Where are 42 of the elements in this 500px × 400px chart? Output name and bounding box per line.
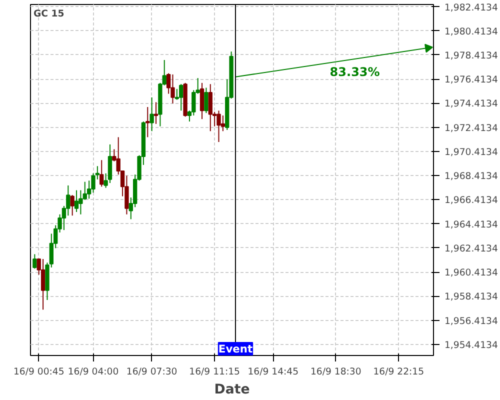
- ref-line-label: Event: [218, 342, 253, 356]
- y-tick-label: 1,970.4134: [444, 146, 498, 158]
- x-tick-label: 16/9 11:15: [189, 366, 240, 378]
- candlestick: [146, 106, 150, 138]
- candlestick: [208, 84, 212, 132]
- candlestick: [154, 102, 158, 124]
- candlestick: [32, 254, 37, 270]
- x-tick-label: 16/9 18:30: [310, 366, 362, 378]
- y-tick-label: 1,964.4134: [444, 219, 498, 230]
- x-tick-label: 16/9 00:45: [13, 366, 64, 378]
- y-tick-label: 1,962.4134: [444, 243, 498, 254]
- candlestick: [108, 144, 112, 184]
- candlestick: [40, 258, 46, 310]
- candlestick: [179, 84, 184, 112]
- candlestick: [150, 96, 154, 132]
- y-tick-label: 1,972.4134: [444, 122, 498, 134]
- x-tick-label: 16/9 14:45: [248, 366, 299, 378]
- y-tick-label: 1,958.4134: [444, 292, 498, 303]
- candlestick: [74, 190, 79, 212]
- x-tick-label: 16/9 07:30: [126, 366, 178, 378]
- y-tick-label: 1,982.4134: [444, 2, 498, 14]
- y-tick-label: 1,980.4134: [444, 26, 498, 38]
- text: GC 15: [34, 8, 64, 20]
- candlestick: [216, 110, 221, 143]
- candlestick: [100, 160, 104, 188]
- y-tick-label: 1,976.4134: [444, 74, 498, 86]
- candlestick: [82, 181, 87, 200]
- y-tick-label: 1,956.4134: [444, 316, 498, 327]
- y-tick-label: 1,954.4134: [444, 340, 498, 351]
- y-tick-label: 1,960.4134: [444, 268, 498, 279]
- y-tick-label: 1,974.4134: [444, 98, 498, 110]
- y-tick-label: 1,966.4134: [444, 195, 498, 206]
- candlestick: [170, 74, 175, 104]
- candlestick: [200, 82, 204, 120]
- x-axis-title: Date: [214, 382, 250, 398]
- annotation: 83.33%: [330, 64, 380, 79]
- candlestick: [70, 194, 74, 216]
- x-tick-label: 16/9 04:00: [68, 366, 119, 378]
- y-tick-label: 1,968.4134: [444, 171, 498, 182]
- candlestick: [204, 87, 208, 114]
- x-tick-label: 16/9 22:15: [373, 366, 424, 378]
- y-tick-label: 1,978.4134: [444, 50, 498, 62]
